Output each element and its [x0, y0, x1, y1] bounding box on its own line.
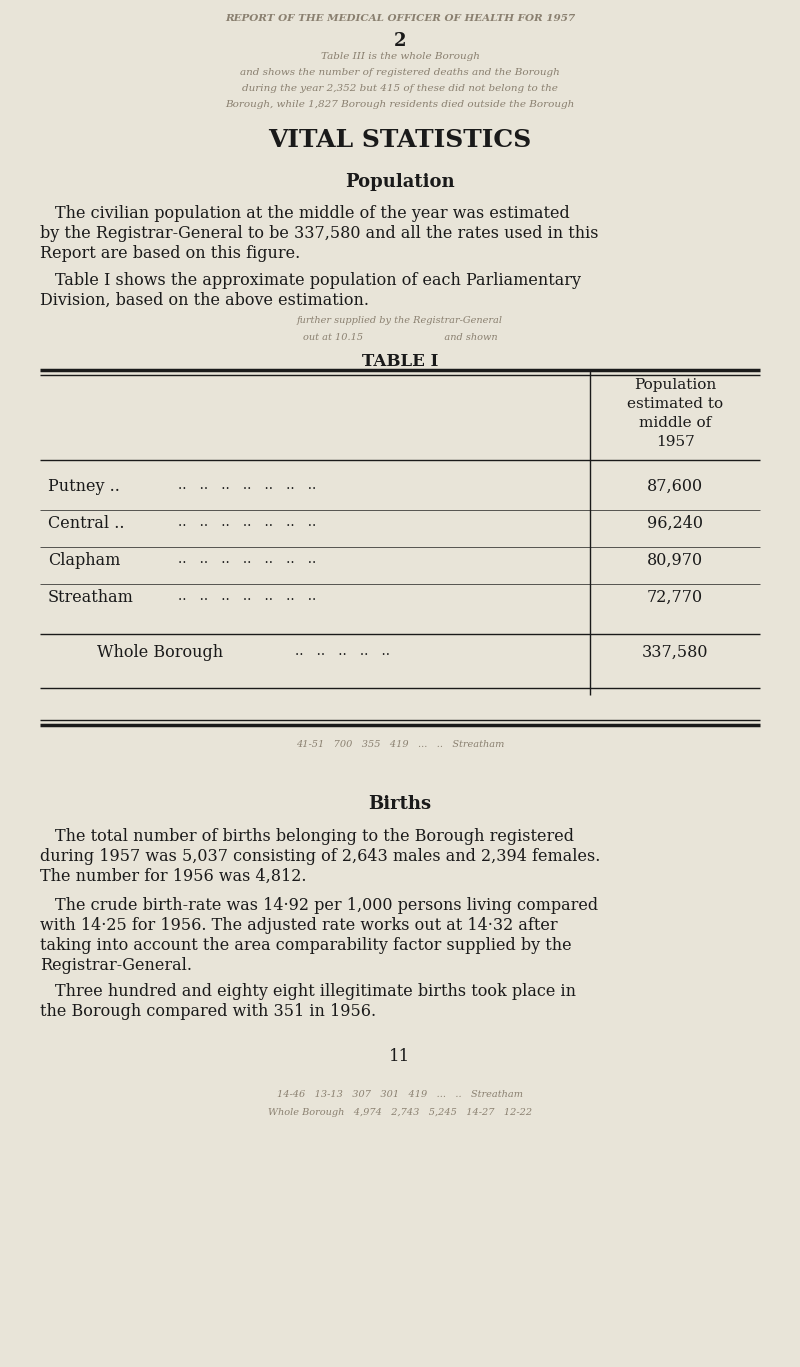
Text: during the year 2,352 but 415 of these did not belong to the: during the year 2,352 but 415 of these d… — [242, 83, 558, 93]
Text: Whole Borough   4,974   2,743   5,245   14-27   12-22: Whole Borough 4,974 2,743 5,245 14-27 12… — [268, 1109, 532, 1117]
Text: further supplied by the Registrar-General: further supplied by the Registrar-Genera… — [297, 316, 503, 325]
Text: Population
estimated to
middle of
1957: Population estimated to middle of 1957 — [627, 379, 723, 448]
Text: 14-46   13-13   307   301   419   ...   ..   Streatham: 14-46 13-13 307 301 419 ... .. Streatham — [277, 1089, 523, 1099]
Text: The total number of births belonging to the Borough registered: The total number of births belonging to … — [55, 828, 574, 845]
Text: The civilian population at the middle of the year was estimated: The civilian population at the middle of… — [55, 205, 570, 221]
Text: Report are based on this figure.: Report are based on this figure. — [40, 245, 300, 262]
Text: 87,600: 87,600 — [647, 478, 703, 495]
Text: Population: Population — [345, 174, 455, 191]
Text: Table III is the whole Borough: Table III is the whole Borough — [321, 52, 479, 62]
Text: 41-51   700   355   419   ...   ..   Streatham: 41-51 700 355 419 ... .. Streatham — [296, 740, 504, 749]
Text: The number for 1956 was 4,812.: The number for 1956 was 4,812. — [40, 868, 306, 884]
Text: Putney ..: Putney .. — [48, 478, 120, 495]
Text: Streatham: Streatham — [48, 589, 134, 606]
Text: REPORT OF THE MEDICAL OFFICER OF HEALTH FOR 1957: REPORT OF THE MEDICAL OFFICER OF HEALTH … — [225, 14, 575, 23]
Text: with 14·25 for 1956. The adjusted rate works out at 14·32 after: with 14·25 for 1956. The adjusted rate w… — [40, 917, 558, 934]
Text: Registrar-General.: Registrar-General. — [40, 957, 192, 975]
Text: Table I shows the approximate population of each Parliamentary: Table I shows the approximate population… — [55, 272, 581, 288]
Text: ..   ..   ..   ..   ..   ..   ..: .. .. .. .. .. .. .. — [178, 515, 316, 529]
Text: 80,970: 80,970 — [647, 552, 703, 569]
Text: during 1957 was 5,037 consisting of 2,643 males and 2,394 females.: during 1957 was 5,037 consisting of 2,64… — [40, 848, 600, 865]
Text: 11: 11 — [390, 1048, 410, 1065]
Text: 72,770: 72,770 — [647, 589, 703, 606]
Text: VITAL STATISTICS: VITAL STATISTICS — [268, 128, 532, 152]
Text: 337,580: 337,580 — [642, 644, 708, 662]
Text: The crude birth-rate was 14·92 per 1,000 persons living compared: The crude birth-rate was 14·92 per 1,000… — [55, 897, 598, 915]
Text: Whole Borough: Whole Borough — [97, 644, 223, 662]
Text: 96,240: 96,240 — [647, 515, 703, 532]
Text: ..   ..   ..   ..   ..   ..   ..: .. .. .. .. .. .. .. — [178, 478, 316, 492]
Text: TABLE I: TABLE I — [362, 353, 438, 370]
Text: ..   ..   ..   ..   ..: .. .. .. .. .. — [295, 644, 390, 658]
Text: Three hundred and eighty eight illegitimate births took place in: Three hundred and eighty eight illegitim… — [55, 983, 576, 1001]
Text: by the Registrar-General to be 337,580 and all the rates used in this: by the Registrar-General to be 337,580 a… — [40, 226, 598, 242]
Text: Borough, while 1,827 Borough residents died outside the Borough: Borough, while 1,827 Borough residents d… — [226, 100, 574, 109]
Text: the Borough compared with 351 in 1956.: the Borough compared with 351 in 1956. — [40, 1003, 376, 1020]
Text: ..   ..   ..   ..   ..   ..   ..: .. .. .. .. .. .. .. — [178, 552, 316, 566]
Text: and shows the number of registered deaths and the Borough: and shows the number of registered death… — [240, 68, 560, 77]
Text: taking into account the area comparability factor supplied by the: taking into account the area comparabili… — [40, 936, 572, 954]
Text: Clapham: Clapham — [48, 552, 120, 569]
Text: out at 10.15                          and shown: out at 10.15 and shown — [302, 334, 498, 342]
Text: ..   ..   ..   ..   ..   ..   ..: .. .. .. .. .. .. .. — [178, 589, 316, 603]
Text: Central ..: Central .. — [48, 515, 125, 532]
Text: Births: Births — [369, 796, 431, 813]
Text: 2: 2 — [394, 31, 406, 51]
Text: Division, based on the above estimation.: Division, based on the above estimation. — [40, 293, 369, 309]
